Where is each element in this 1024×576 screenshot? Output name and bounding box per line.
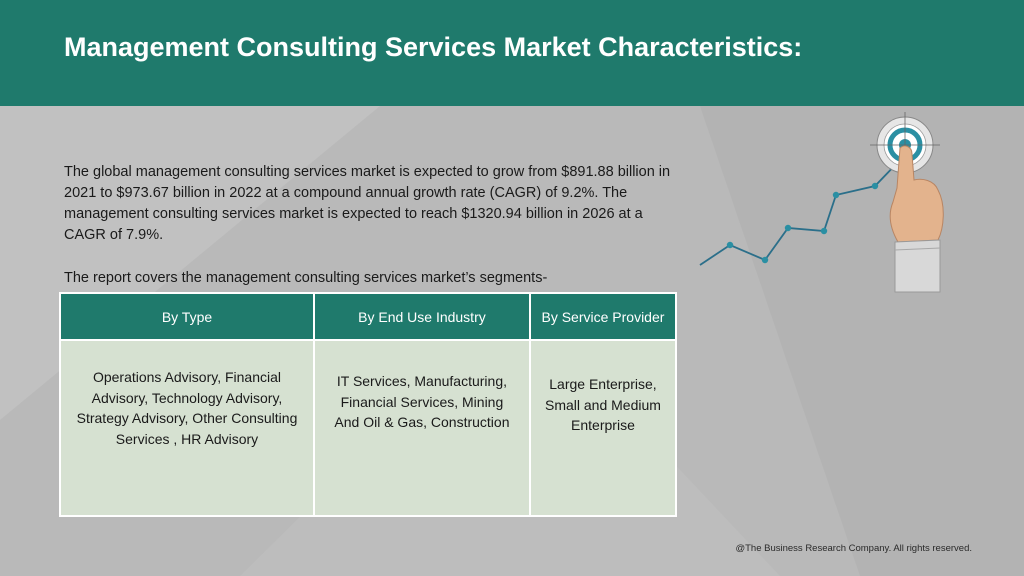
target-growth-hand-icon xyxy=(699,112,944,293)
growth-line-points xyxy=(726,182,879,264)
column-header-service-provider: By Service Provider xyxy=(528,292,678,341)
growth-line xyxy=(699,159,901,266)
segment-cell-type: Operations Advisory, Financial Advisory,… xyxy=(59,339,315,517)
segments-body-row: Operations Advisory, Financial Advisory,… xyxy=(59,339,678,517)
segments-intro: The report covers the management consult… xyxy=(64,270,548,286)
segments-header-row: By Type By End Use Industry By Service P… xyxy=(59,292,678,341)
copyright-notice: @The Business Research Company. All righ… xyxy=(735,543,972,554)
segment-cell-end-use-industry: IT Services, Manufacturing, Financial Se… xyxy=(312,339,531,517)
market-summary-paragraph: The global management consulting service… xyxy=(64,164,671,243)
segments-table: By Type By End Use Industry By Service P… xyxy=(59,292,678,517)
segment-cell-service-provider: Large Enterprise, Small and Medium Enter… xyxy=(528,339,678,517)
title-banner: Management Consulting Services Market Ch… xyxy=(0,0,1024,106)
column-header-type: By Type xyxy=(59,292,315,341)
page-title: Management Consulting Services Market Ch… xyxy=(64,32,803,62)
column-header-end-use-industry: By End Use Industry xyxy=(312,292,531,341)
pointing-hand xyxy=(889,145,944,293)
